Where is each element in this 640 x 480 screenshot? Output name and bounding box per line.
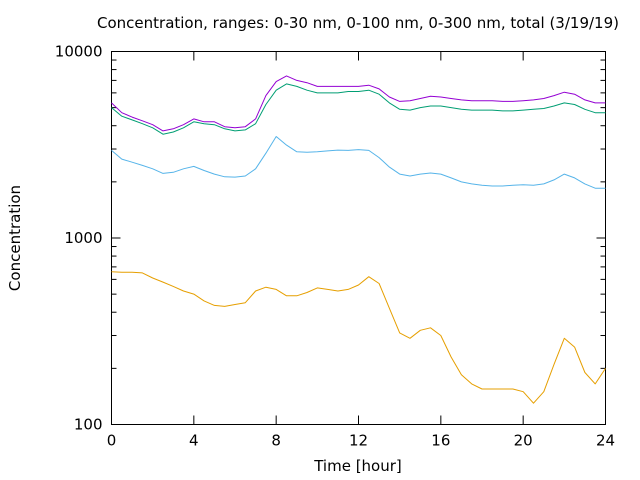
y-axis-label: Concentration [6,185,24,291]
x-tick-label: 16 [431,432,450,450]
y-tick-label: 1000 [64,229,102,247]
y-minor-ticks [111,59,606,369]
chart-title: Concentration, ranges: 0-30 nm, 0-100 nm… [97,14,619,32]
series-line-3 [111,83,606,135]
x-tick-label: 4 [189,432,199,450]
series-line-1 [111,271,606,404]
series-line-2 [111,136,606,189]
y-tick-label: 100 [74,416,103,434]
series-layer [111,75,606,404]
x-tick-label: 8 [271,432,281,450]
series-line-4 [111,75,606,132]
x-axis-label: Time [hour] [313,457,402,475]
plot-frame [111,51,606,425]
y-axis-ticks: 100 1000 10000 [55,43,606,434]
x-tick-label: 12 [349,432,368,450]
y-tick-label: 10000 [55,43,103,61]
x-axis-ticks: 0 4 8 12 16 20 24 [107,51,615,450]
x-tick-label: 24 [596,432,615,450]
x-tick-label: 0 [107,432,117,450]
x-tick-label: 20 [514,432,533,450]
